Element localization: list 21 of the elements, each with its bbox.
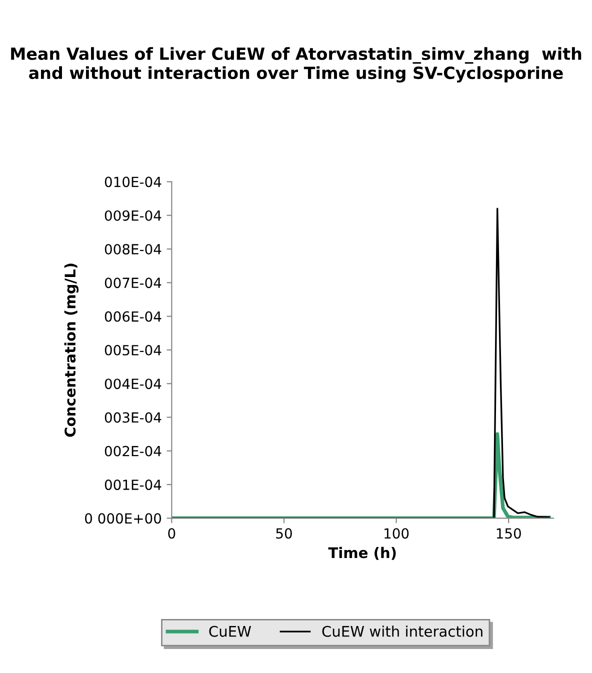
x-tick-label: 100	[384, 528, 409, 539]
y-tick-label: 004E-04	[104, 378, 162, 390]
y-tick-label: 007E-04	[104, 278, 162, 288]
x-axis-title: Time (h)	[328, 546, 396, 560]
x-tick-label: 50	[276, 528, 292, 539]
y-tick-label: 001E-04	[104, 480, 162, 490]
y-tick-label: 002E-04	[104, 446, 162, 456]
y-tick-label: 003E-04	[104, 412, 162, 423]
x-tick-label: 150	[496, 528, 521, 539]
legend-label: CuEW with interaction	[322, 626, 482, 637]
y-tick-label: 0 000E+00	[85, 513, 162, 524]
y-tick-label: 009E-04	[104, 210, 162, 221]
chart-title: Mean Values of Liver CuEW of Atorvastatin_simv_zhang with and without interaction over Time using SV-Cyclosporine	[11, 47, 582, 82]
y-tick-label: 008E-04	[104, 244, 162, 254]
line-series	[172, 432, 551, 518]
y-tick-label: 005E-04	[104, 344, 162, 356]
x-tick-label: 0	[168, 528, 176, 539]
y-tick-label: 006E-04	[104, 311, 162, 322]
legend-label: CuEW	[209, 626, 251, 637]
y-tick-label: 010E-04	[104, 176, 162, 188]
y-axis-title: Concentration (mg/L)	[64, 264, 79, 437]
